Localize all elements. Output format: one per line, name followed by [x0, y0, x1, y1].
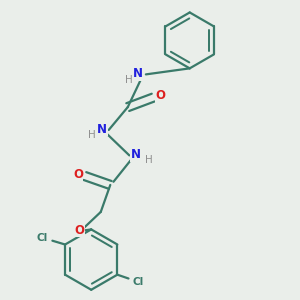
Text: Cl: Cl	[36, 232, 47, 242]
Text: O: O	[73, 168, 83, 181]
Text: N: N	[133, 67, 143, 80]
Text: N: N	[97, 123, 107, 136]
Text: H: H	[145, 154, 153, 164]
Text: O: O	[74, 224, 84, 237]
Text: N: N	[131, 148, 141, 161]
Text: Cl: Cl	[132, 277, 144, 287]
Text: H: H	[88, 130, 96, 140]
Text: H: H	[125, 75, 133, 85]
Text: O: O	[155, 89, 165, 103]
